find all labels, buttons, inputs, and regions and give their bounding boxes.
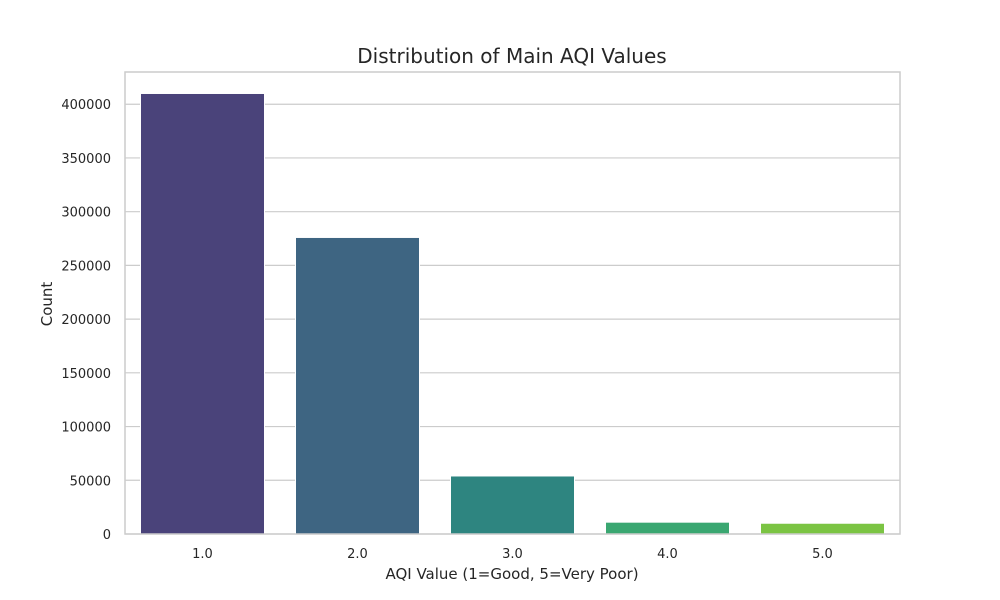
x-tick-label: 5.0 (812, 547, 833, 562)
chart-title: Distribution of Main AQI Values (357, 44, 666, 68)
x-tick-label: 4.0 (657, 547, 678, 562)
bar (295, 236, 420, 535)
x-axis-label: AQI Value (1=Good, 5=Very Poor) (385, 565, 638, 583)
bar (605, 521, 730, 535)
y-tick-label: 0 (103, 528, 111, 543)
y-axis-label: Count (38, 282, 56, 327)
bars-layer (140, 92, 885, 535)
y-tick-label: 400000 (61, 98, 111, 113)
x-tick-label: 1.0 (192, 547, 213, 562)
y-tick-label: 150000 (61, 367, 111, 382)
x-tick-labels: 1.0 2.0 3.0 4.0 5.0 (192, 547, 833, 562)
y-tick-label: 350000 (61, 152, 111, 167)
bar (140, 92, 265, 535)
plot-frame (124, 71, 901, 535)
y-tick-label: 250000 (61, 259, 111, 274)
x-tick-label: 2.0 (347, 547, 368, 562)
y-tick-label: 300000 (61, 206, 111, 221)
y-tick-label: 50000 (70, 474, 111, 489)
bar (760, 522, 885, 535)
x-tick-label: 3.0 (502, 547, 523, 562)
y-tick-label: 200000 (61, 313, 111, 328)
y-tick-label: 100000 (61, 421, 111, 436)
bar (450, 475, 575, 535)
y-tick-labels: 0 50000 100000 150000 200000 250000 300000 3500… (61, 98, 111, 543)
